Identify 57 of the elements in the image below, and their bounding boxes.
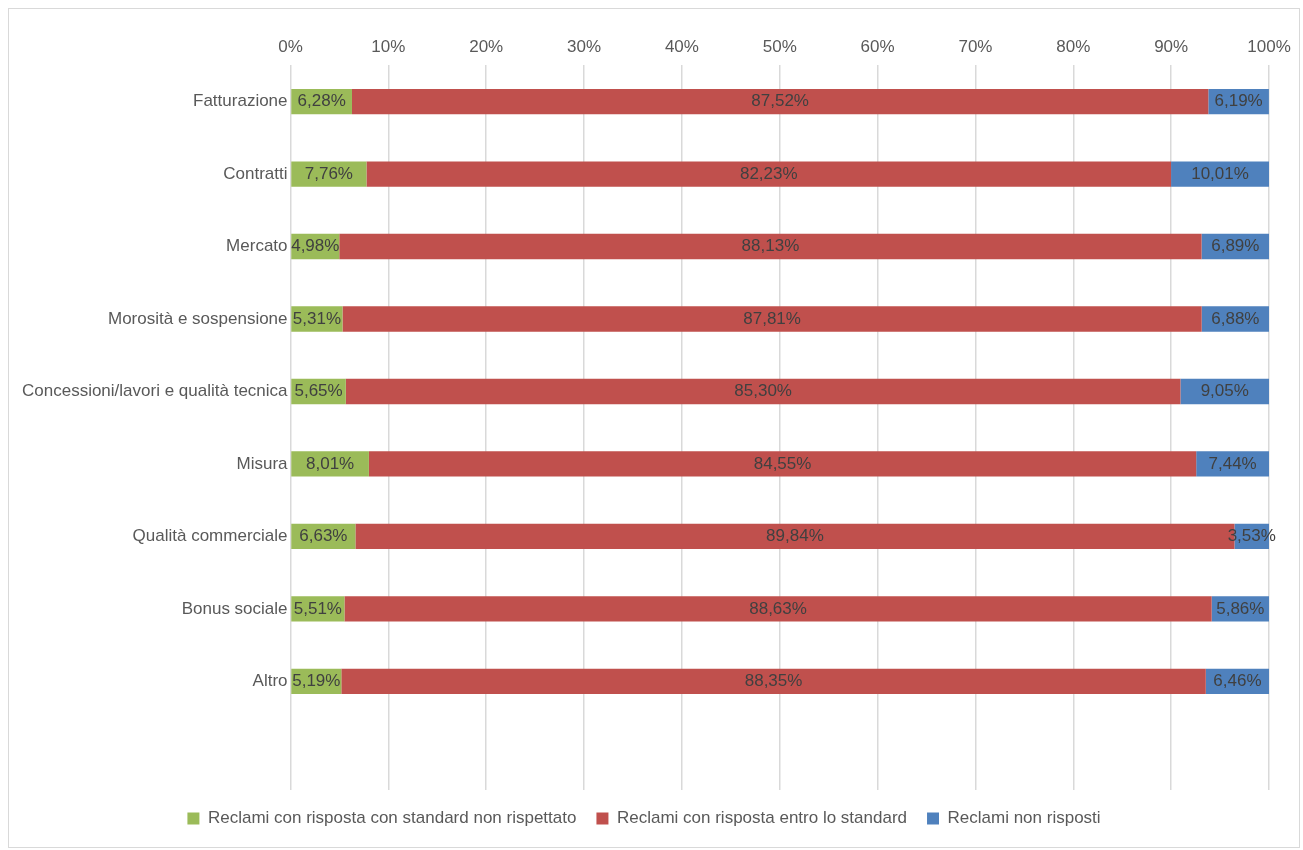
data-label: 87,52% [751,91,809,111]
data-label: 82,23% [739,163,798,183]
bar [342,306,1202,332]
data-label: 5,86% [1216,598,1265,618]
x-tick-label: 0% [278,36,303,56]
data-label: 5,51% [293,598,342,618]
y-tick-label: Contratti [223,163,288,183]
data-label: 6,63% [299,526,348,546]
data-label: 4,98% [291,236,340,256]
bar [339,233,1202,260]
y-tick-label: Qualità commerciale [132,526,288,546]
y-tick-label: Misura [236,453,289,473]
y-tick-label: Bonus sociale [181,598,288,618]
x-tick-label: 40% [664,36,699,56]
data-label: 6,46% [1213,671,1262,690]
y-tick-label: Altro [252,671,288,690]
data-label: 7,76% [304,163,353,183]
bar [345,378,1181,405]
legend-label: Reclami non risposti [947,808,1101,828]
y-tick-label: Morosità e sospensione [107,308,288,328]
data-label: 6,89% [1211,236,1260,256]
x-tick-label: 70% [958,36,993,56]
data-label: 87,81% [743,308,801,328]
data-label: 5,31% [292,308,341,328]
data-label: 8,01% [305,453,355,473]
data-label: 10,01% [1191,163,1249,183]
bar [368,451,1197,477]
x-tick-label: 50% [762,36,797,56]
data-label: 88,13% [741,236,800,256]
data-label: 6,88% [1211,308,1260,328]
bar [341,668,1206,694]
data-label: 88,63% [749,598,807,618]
data-label: 5,65% [294,381,343,401]
data-label: 85,30% [734,381,792,401]
x-tick-label: 100% [1247,36,1291,56]
x-tick-label: 30% [567,36,602,56]
bar [344,596,1212,622]
data-label: 7,44% [1208,453,1257,473]
legend-label: Reclami con risposta entro lo standard [616,808,908,828]
data-label: 6,28% [297,91,346,111]
x-tick-label: 20% [469,36,504,56]
x-tick-label: 80% [1056,36,1091,56]
legend-label: Reclami con risposta con standard non rispettato [207,808,577,828]
bar [366,161,1172,187]
y-tick-label: Mercato [226,236,288,256]
data-label: 89,84% [766,526,824,546]
data-label: 6,19% [1214,91,1263,111]
x-tick-label: 90% [1154,36,1189,56]
y-tick-label: Concessioni/lavori e qualità tecnica [21,381,289,401]
data-label: 84,55% [753,453,812,473]
y-tick-label: Fatturazione [193,91,288,111]
data-label: 5,19% [292,671,341,690]
data-label: 88,35% [744,671,803,690]
x-tick-label: 10% [371,36,406,56]
x-tick-label: 60% [860,36,895,56]
data-label: 9,05% [1200,381,1249,401]
bar [351,88,1209,115]
